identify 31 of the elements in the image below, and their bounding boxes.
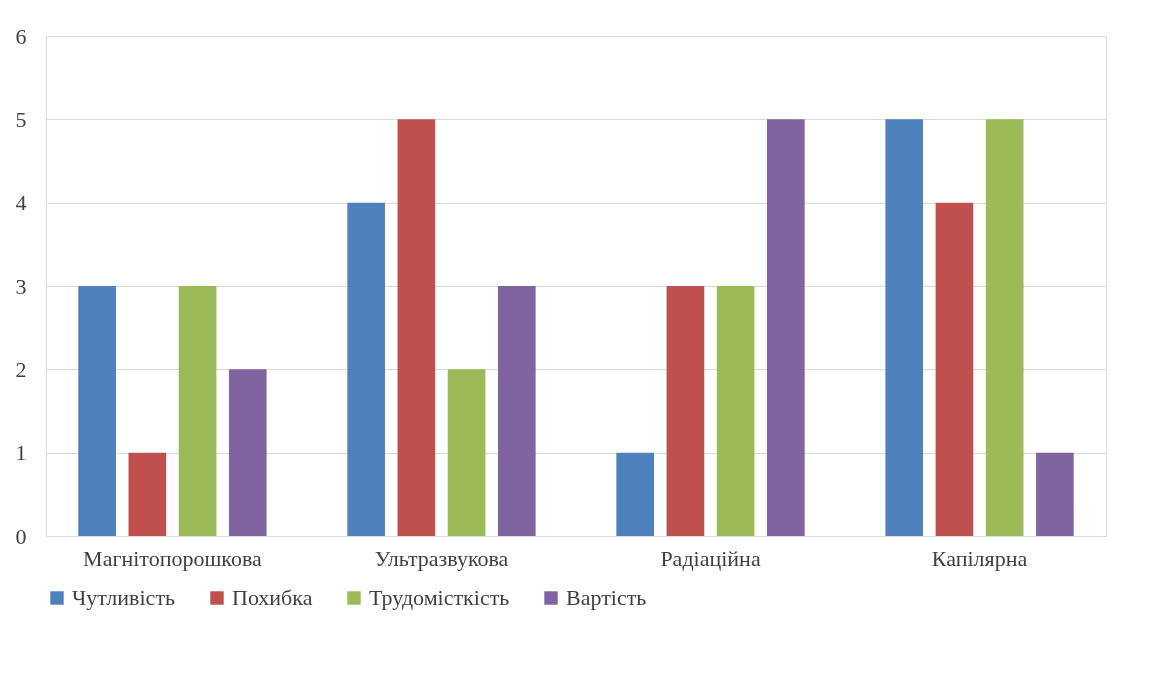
bar bbox=[347, 202, 385, 536]
bar bbox=[885, 119, 924, 536]
bar bbox=[497, 286, 536, 536]
legend-label: Похибка bbox=[232, 585, 313, 610]
bar bbox=[985, 119, 1024, 536]
bar bbox=[666, 286, 705, 536]
bar bbox=[228, 369, 267, 536]
y-tick-label: 0 bbox=[15, 523, 27, 549]
x-tick-label: Магнітопорошкова bbox=[83, 545, 263, 571]
x-tick-label: Ультразвукова bbox=[374, 545, 509, 571]
bar bbox=[447, 369, 486, 536]
y-tick-label: 1 bbox=[15, 440, 27, 466]
bar bbox=[616, 452, 655, 536]
y-tick-label: 5 bbox=[15, 106, 27, 132]
bar bbox=[767, 119, 805, 536]
y-tick-label: 4 bbox=[15, 190, 27, 216]
bar bbox=[128, 452, 167, 536]
bar bbox=[78, 286, 116, 536]
bar bbox=[397, 119, 436, 536]
y-tick-label: 3 bbox=[15, 273, 27, 299]
x-tick-label: Радіаційна bbox=[660, 545, 761, 571]
legend-label: Чутливість bbox=[72, 585, 176, 610]
bar bbox=[935, 202, 974, 536]
y-tick-label: 6 bbox=[15, 23, 27, 49]
x-tick-label: Капілярна bbox=[931, 545, 1028, 571]
bar bbox=[178, 286, 217, 536]
legend-label: Вартість bbox=[566, 585, 647, 610]
bar bbox=[716, 286, 755, 536]
y-tick-label: 2 bbox=[15, 356, 27, 382]
bar bbox=[1036, 452, 1074, 536]
legend-label: Трудомісткість bbox=[369, 585, 510, 610]
